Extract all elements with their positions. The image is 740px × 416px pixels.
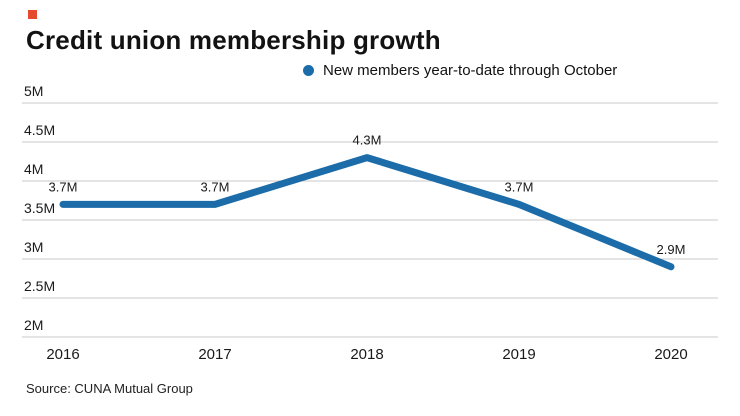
xtick-label-2017: 2017 bbox=[198, 346, 231, 363]
point-label-2016: 3.7M bbox=[49, 179, 78, 194]
chart-title: Credit union membership growth bbox=[26, 25, 441, 55]
xtick-label-2019: 2019 bbox=[502, 346, 535, 363]
ytick-label-5M: 5M bbox=[24, 83, 43, 99]
legend-dot-icon bbox=[303, 65, 314, 76]
ytick-label-3.5M: 3.5M bbox=[24, 200, 55, 216]
point-label-2019: 3.7M bbox=[505, 179, 534, 194]
series-line bbox=[59, 154, 675, 271]
ytick-label-2M: 2M bbox=[24, 317, 43, 333]
xtick-label-2020: 2020 bbox=[654, 346, 687, 363]
ytick-label-2.5M: 2.5M bbox=[24, 278, 55, 294]
source-note: Source: CUNA Mutual Group bbox=[26, 381, 193, 396]
legend: New members year-to-date through October bbox=[303, 62, 617, 79]
point-label-2020: 2.9M bbox=[657, 242, 686, 257]
point-label-2017: 3.7M bbox=[201, 179, 230, 194]
point-label-2018: 4.3M bbox=[353, 133, 382, 148]
xtick-label-2018: 2018 bbox=[350, 346, 383, 363]
ytick-label-3M: 3M bbox=[24, 239, 43, 255]
ytick-label-4M: 4M bbox=[24, 161, 43, 177]
ytick-label-4.5M: 4.5M bbox=[24, 122, 55, 138]
legend-label: New members year-to-date through October bbox=[323, 62, 618, 79]
xtick-label-2016: 2016 bbox=[46, 346, 79, 363]
brand-square bbox=[28, 10, 37, 19]
